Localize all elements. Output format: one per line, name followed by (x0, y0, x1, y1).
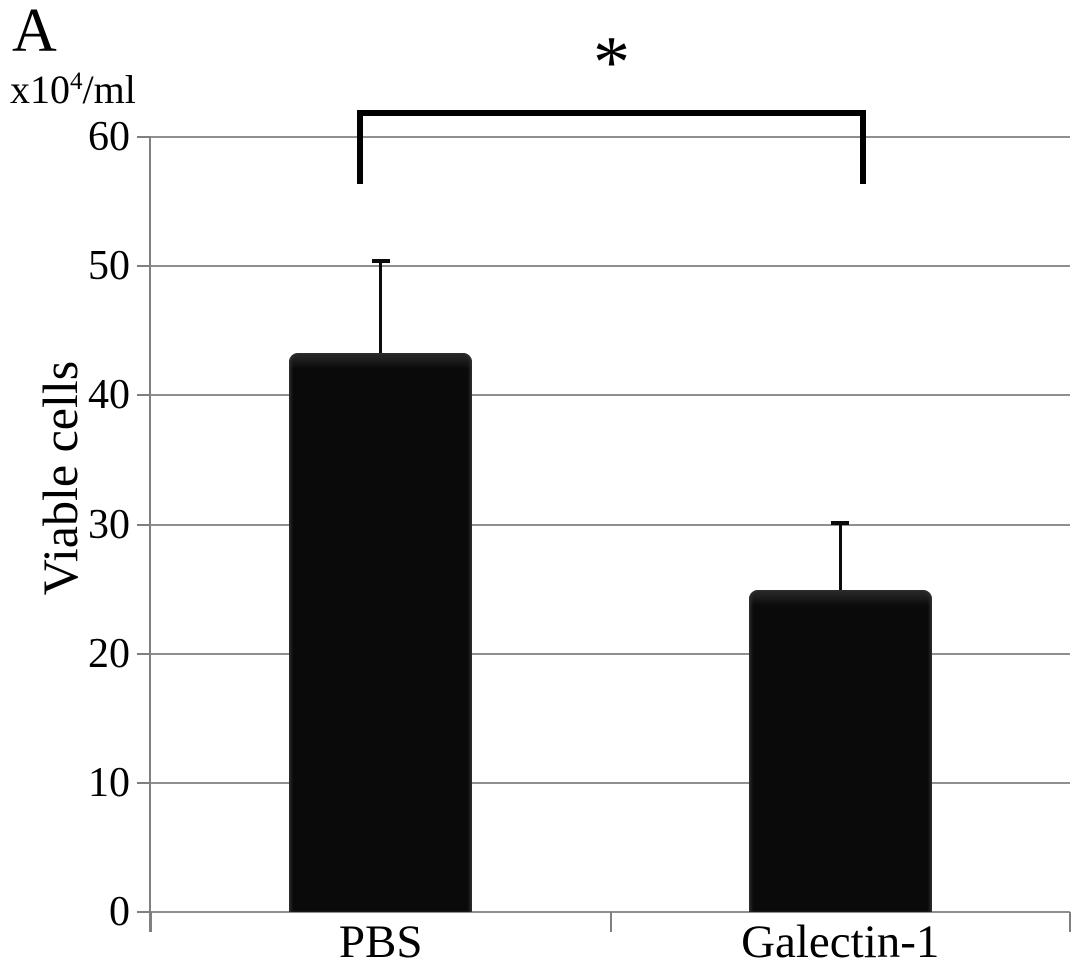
error-bar-cap-galectin-1 (831, 521, 850, 526)
gridline-50 (151, 265, 1070, 268)
gridline-10 (151, 781, 1070, 784)
x-axis-tick-2 (1069, 912, 1071, 932)
y-tick-label-50: 50 (88, 243, 130, 290)
y-tick-label-10: 10 (88, 759, 130, 806)
y-tick-label-60: 60 (88, 114, 130, 160)
gridline-30 (151, 523, 1070, 526)
significance-bracket (356, 110, 867, 184)
error-bar-cap-pbs (371, 259, 390, 263)
y-axis-line (149, 137, 151, 932)
y-axis-tick-10 (137, 781, 151, 784)
bar-pbs (289, 352, 473, 912)
x-axis-tick-1 (609, 912, 612, 932)
y-tick-label-20: 20 (88, 630, 130, 677)
bar-galectin-1 (748, 590, 932, 912)
y-axis-tick-20 (137, 652, 151, 655)
y-tick-label-30: 30 (88, 501, 130, 548)
error-bar-galectin-1 (838, 523, 842, 591)
unit-prefix: x10 (10, 67, 70, 112)
y-axis-tick-50 (137, 265, 151, 268)
gridline-20 (151, 652, 1070, 655)
x-category-label-pbs: PBS (338, 916, 423, 968)
x-axis-tick-0 (150, 912, 152, 932)
y-axis-tick-40 (137, 394, 151, 397)
unit-suffix: /ml (82, 67, 136, 112)
gridline-60 (151, 136, 1070, 138)
y-axis-tick-30 (137, 523, 151, 526)
y-axis-tick-60 (137, 136, 151, 138)
y-tick-label-0: 0 (109, 889, 130, 935)
x-category-label-galectin-1: Galectin-1 (741, 916, 940, 968)
error-bar-pbs (379, 261, 383, 353)
unit-exponent: 4 (70, 68, 83, 95)
gridline-40 (151, 394, 1070, 397)
significance-asterisk: * (593, 22, 630, 104)
y-axis-tick-0 (137, 911, 151, 913)
y-tick-label-40: 40 (88, 372, 130, 419)
panel-label: A (12, 0, 57, 65)
y-axis-unit-label: x104/ml (10, 67, 136, 112)
